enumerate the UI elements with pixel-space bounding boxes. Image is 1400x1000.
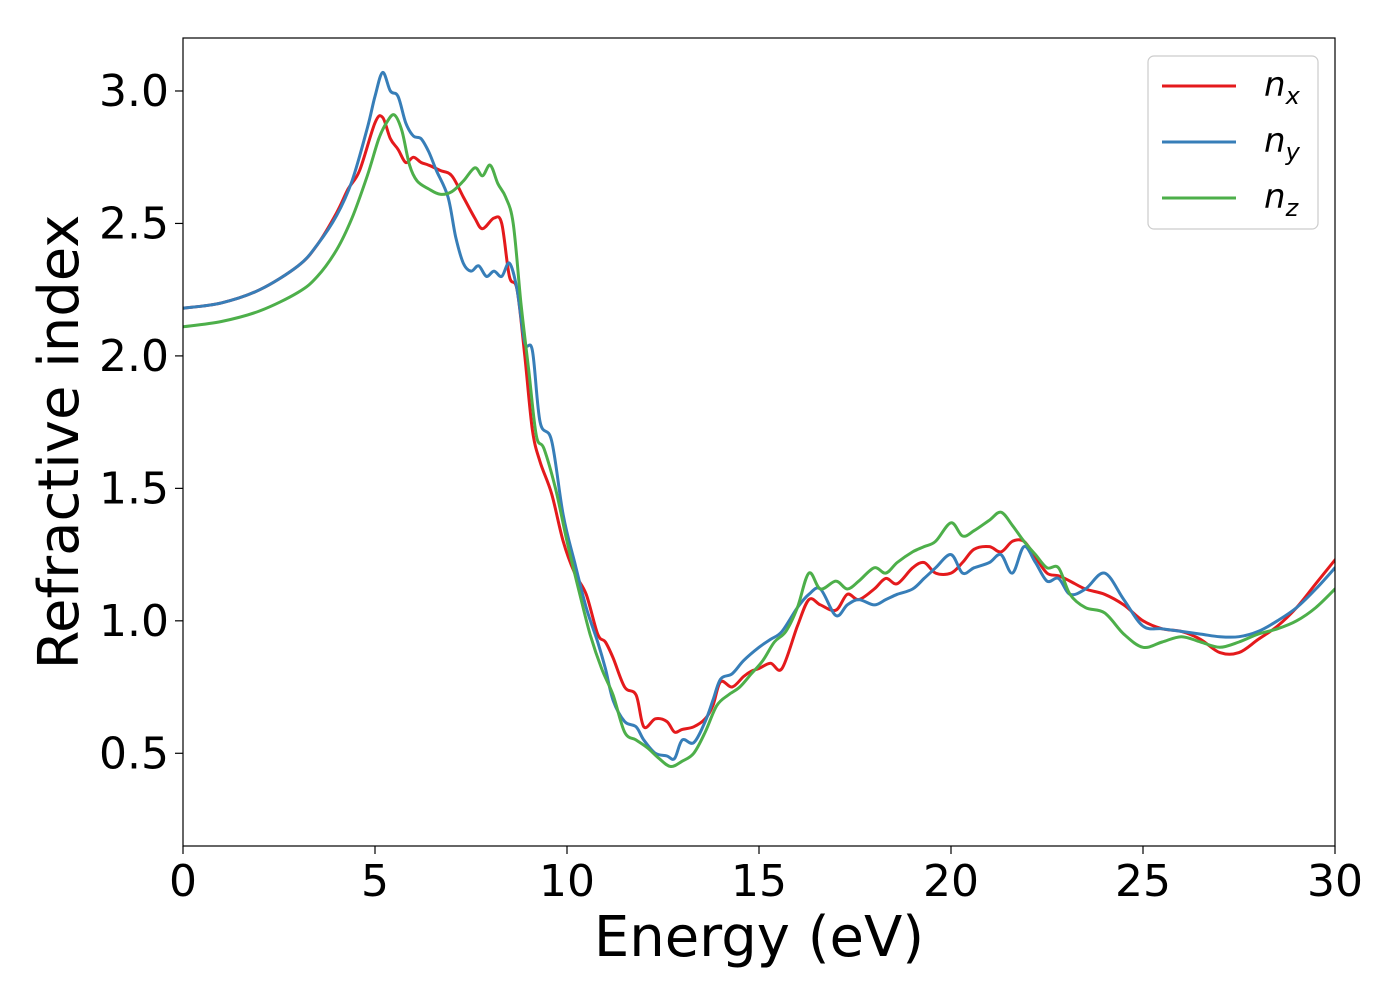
y-tick-label: 3.0	[99, 66, 169, 117]
y-axis: 0.5 1.0 1.5 2.0 2.5 3.0	[99, 66, 183, 779]
legend-label-main: n	[1264, 65, 1286, 105]
y-axis-title: Refractive index	[27, 215, 92, 670]
series-line-z	[183, 113, 1335, 769]
x-tick-label: 10	[539, 856, 595, 907]
series-layer	[183, 70, 1335, 769]
legend-label-subscript: z	[1285, 194, 1300, 222]
legend-label-z: nz	[1264, 177, 1300, 222]
x-axis: 0 5 10 15 20 25 30	[169, 846, 1363, 907]
x-tick-label: 5	[361, 856, 389, 907]
legend-label-subscript: x	[1285, 82, 1301, 110]
y-tick-label: 1.0	[99, 596, 169, 647]
y-tick-label: 0.5	[99, 728, 169, 779]
legend-label-x: nx	[1264, 65, 1301, 110]
x-axis-title: Energy (eV)	[594, 905, 924, 970]
legend-label-y: ny	[1264, 121, 1301, 166]
x-tick-label: 20	[923, 856, 979, 907]
x-tick-label: 25	[1115, 856, 1171, 907]
legend-label-main: n	[1264, 121, 1286, 161]
x-tick-label: 15	[731, 856, 787, 907]
x-tick-label: 30	[1307, 856, 1363, 907]
y-tick-label: 1.5	[99, 463, 169, 514]
legend-label-subscript: y	[1285, 138, 1301, 166]
legend-label-main: n	[1264, 177, 1286, 217]
y-tick-label: 2.5	[99, 198, 169, 249]
x-tick-label: 0	[169, 856, 197, 907]
series-line-y	[183, 70, 1335, 761]
y-tick-label: 2.0	[99, 331, 169, 382]
